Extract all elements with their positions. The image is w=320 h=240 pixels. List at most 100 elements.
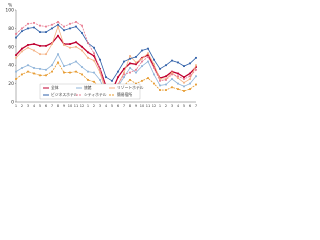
point [27, 44, 29, 46]
point [15, 70, 17, 73]
x-tick-label: 6 [45, 104, 47, 108]
point [93, 55, 95, 57]
point [159, 79, 161, 82]
point [33, 43, 35, 45]
point [51, 23, 53, 26]
point [117, 70, 119, 73]
point [93, 71, 95, 74]
point [141, 56, 143, 59]
point [195, 64, 197, 67]
x-tick-label: 6 [117, 104, 119, 108]
legend-label: リゾートホテル [117, 85, 144, 90]
point [171, 59, 173, 62]
x-tick-label: 9 [63, 104, 65, 108]
x-tick-label: 7 [195, 104, 197, 108]
x-tick-label: 2 [93, 104, 95, 108]
point [147, 54, 149, 56]
point [63, 25, 65, 28]
point [195, 56, 197, 59]
point [75, 21, 77, 23]
x-tick-label: 8 [129, 104, 131, 108]
point [153, 67, 155, 69]
point [81, 73, 83, 76]
point [69, 27, 71, 30]
point [99, 71, 101, 74]
point [21, 50, 23, 53]
point [57, 34, 59, 37]
point [123, 73, 125, 76]
point [27, 27, 29, 30]
point [39, 74, 41, 77]
point [123, 60, 125, 63]
x-tick-label: 3 [27, 104, 29, 108]
point [33, 49, 35, 52]
point [81, 32, 83, 34]
point [189, 88, 191, 91]
point [87, 79, 89, 81]
point [39, 67, 41, 70]
point [177, 82, 179, 85]
point [99, 68, 101, 71]
point [177, 75, 179, 78]
point [51, 70, 53, 73]
point [135, 61, 137, 64]
point [129, 67, 131, 69]
point [81, 66, 83, 68]
point [129, 71, 131, 74]
point [99, 58, 101, 61]
point [153, 63, 155, 66]
point [69, 46, 71, 49]
point [93, 80, 95, 83]
point [135, 56, 137, 58]
point [15, 36, 17, 39]
point [183, 65, 185, 68]
point [93, 52, 95, 55]
x-tick-label: 5 [111, 104, 113, 108]
point [57, 61, 59, 64]
point [39, 24, 41, 27]
point [135, 68, 137, 71]
point [51, 64, 53, 67]
point [27, 64, 29, 67]
x-tick-label: 12 [152, 104, 156, 108]
point [159, 84, 161, 87]
point [147, 52, 149, 55]
point [45, 74, 47, 77]
point [39, 44, 41, 47]
x-tick-label: 4 [33, 104, 36, 108]
point [63, 44, 65, 46]
point [147, 60, 149, 63]
point [75, 70, 77, 73]
point [27, 22, 29, 25]
point [189, 75, 191, 78]
x-tick-label: 9 [135, 104, 137, 108]
legend-label: シティホテル [84, 92, 107, 97]
x-tick-label: 1 [87, 104, 89, 108]
point [93, 46, 95, 49]
point [159, 89, 161, 91]
point [75, 60, 77, 63]
x-tick-label: 2 [21, 104, 23, 108]
point [141, 79, 143, 82]
point [21, 47, 23, 50]
y-tick-label: 100 [5, 8, 14, 14]
x-tick-label: 12 [80, 104, 84, 108]
x-tick-label: 11 [146, 104, 150, 108]
point [123, 71, 125, 74]
point [81, 24, 83, 27]
x-tick-label: 10 [140, 104, 144, 108]
point [75, 25, 77, 28]
y-tick-label: 80 [8, 26, 14, 32]
point [33, 72, 35, 75]
x-tick-label: 2 [165, 104, 167, 108]
point [159, 78, 161, 80]
point [183, 81, 185, 84]
point [141, 49, 143, 52]
point [183, 85, 185, 88]
point [21, 27, 23, 30]
y-tick-label: 40 [8, 63, 14, 69]
point [69, 63, 71, 66]
point [93, 59, 95, 62]
legend-label: 旅館 [84, 85, 92, 90]
